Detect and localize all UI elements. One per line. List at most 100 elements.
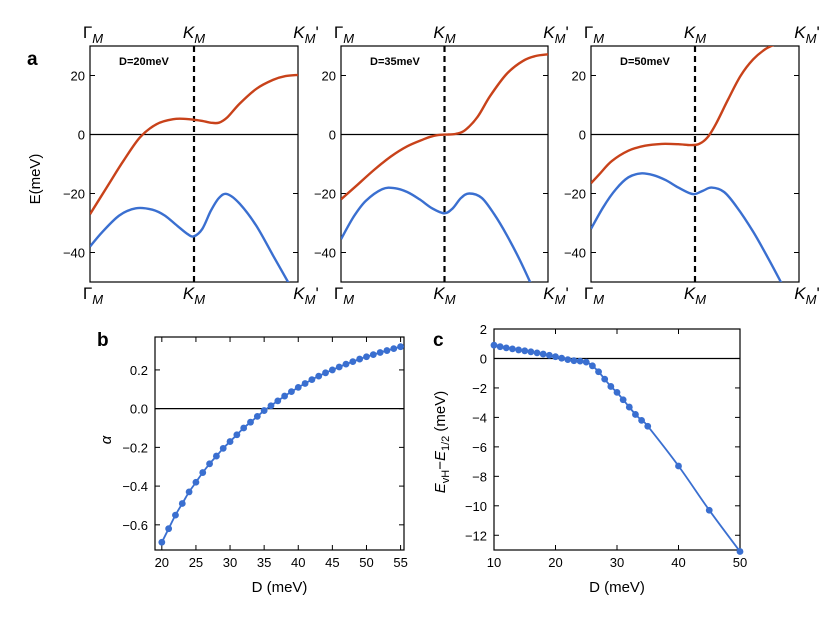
band-plot-d20: 20 0 −20 −40 ΓM ΓM KM KM KM' KM' D=20meV — [63, 23, 319, 307]
data-point — [165, 525, 173, 533]
panel-letter-a: a — [27, 49, 38, 70]
data-point — [172, 511, 179, 519]
y-tick-label: 0 — [329, 128, 336, 143]
x-tick-label-bottom: KM — [183, 284, 205, 307]
y-tick-label: −20 — [564, 187, 586, 202]
x-tick-label-bottom: ΓM — [584, 284, 604, 307]
data-point — [589, 362, 596, 370]
data-point — [705, 506, 713, 514]
y-tick-label: −40 — [63, 246, 85, 261]
panel-letter-c: c — [433, 330, 444, 351]
x-tick-label: 40 — [671, 555, 685, 570]
data-point — [527, 348, 535, 356]
y-tick-label: 0.2 — [130, 363, 148, 378]
data-point — [625, 403, 633, 411]
y-tick-label: −40 — [314, 246, 336, 261]
y-tick-label: 20 — [71, 69, 85, 84]
data-point — [274, 397, 282, 405]
x-tick-label-top: KM — [183, 23, 205, 46]
upper-band-line — [591, 46, 775, 185]
data-point — [490, 341, 498, 349]
panel-letter-b: b — [97, 330, 109, 351]
x-tick-label: 40 — [291, 555, 305, 570]
x-tick-label-bottom: KM — [684, 284, 706, 307]
data-point — [496, 343, 504, 351]
data-point — [552, 353, 559, 361]
data-point — [502, 344, 510, 352]
data-point — [192, 478, 200, 486]
x-tick-label-bottom: ΓM — [334, 284, 354, 307]
data-point — [288, 388, 295, 396]
data-point — [328, 366, 336, 374]
data-point — [315, 372, 323, 380]
upper-band-line — [341, 53, 548, 201]
y-tick-label: −0.4 — [122, 479, 148, 494]
data-point — [308, 376, 316, 383]
y-tick-label: −6 — [472, 440, 487, 455]
data-point — [390, 345, 398, 353]
data-point — [199, 469, 207, 476]
data-point — [342, 360, 350, 368]
data-point — [376, 349, 384, 356]
y-tick-label: −0.2 — [122, 440, 148, 455]
x-axis-label: D (meV) — [589, 579, 645, 596]
data-point — [736, 548, 744, 555]
data-point — [638, 416, 645, 424]
x-tick-label-bottom: KM — [433, 284, 455, 307]
data-point — [212, 452, 220, 460]
data-point — [185, 488, 193, 496]
lower-band-line — [341, 186, 532, 282]
data-point — [233, 431, 241, 439]
y-axis-label: EvH−E1/2 (meV) — [432, 391, 452, 494]
x-tick-label-bottom: KM' — [794, 284, 819, 307]
x-tick-label: 10 — [487, 555, 501, 570]
y-tick-label: 0 — [78, 128, 85, 143]
y-tick-label: −20 — [314, 187, 336, 202]
data-point — [613, 388, 621, 396]
x-tick-label-top: ΓM — [334, 23, 354, 46]
plot-frame — [493, 328, 741, 551]
band-plot-d50: 20 0 −20 −40 ΓM ΓM KM KM KM' KM' D=50meV — [564, 23, 820, 307]
y-tick-label: 2 — [480, 322, 487, 337]
y-tick-label: −4 — [472, 410, 487, 425]
data-point — [178, 500, 186, 507]
data-point — [515, 346, 522, 354]
y-tick-label: −40 — [564, 246, 586, 261]
y-tick-label: −10 — [465, 499, 487, 514]
data-point — [369, 351, 377, 359]
data-point — [206, 460, 213, 468]
x-tick-label-top: KM' — [543, 23, 568, 46]
data-point — [533, 349, 541, 357]
data-point — [607, 383, 615, 390]
lower-band-line — [90, 192, 290, 282]
data-point — [322, 369, 329, 377]
y-axis-label: α — [98, 435, 115, 444]
data-point — [356, 355, 364, 363]
data-point — [545, 351, 553, 359]
y-tick-label: 20 — [572, 69, 586, 84]
upper-band-line — [90, 73, 298, 215]
d-value-label: D=35meV — [370, 56, 421, 68]
data-point — [570, 357, 578, 365]
x-tick-label: 25 — [189, 555, 203, 570]
fit-line — [161, 345, 401, 543]
data-point — [267, 402, 275, 410]
data-point — [675, 462, 682, 470]
x-tick-label: 55 — [393, 555, 407, 570]
data-point — [601, 375, 609, 383]
x-tick-label: 50 — [359, 555, 373, 570]
x-tick-label: 45 — [325, 555, 339, 570]
data-point — [363, 353, 370, 361]
data-point — [219, 444, 227, 452]
data-point — [644, 422, 652, 430]
data-point — [349, 358, 357, 365]
data-point — [253, 412, 261, 420]
data-point — [539, 350, 547, 358]
data-point — [558, 354, 566, 362]
d-value-label: D=50meV — [620, 56, 671, 68]
y-tick-label: 0 — [480, 351, 487, 366]
x-tick-label-top: KM' — [293, 23, 318, 46]
data-point — [509, 345, 516, 353]
